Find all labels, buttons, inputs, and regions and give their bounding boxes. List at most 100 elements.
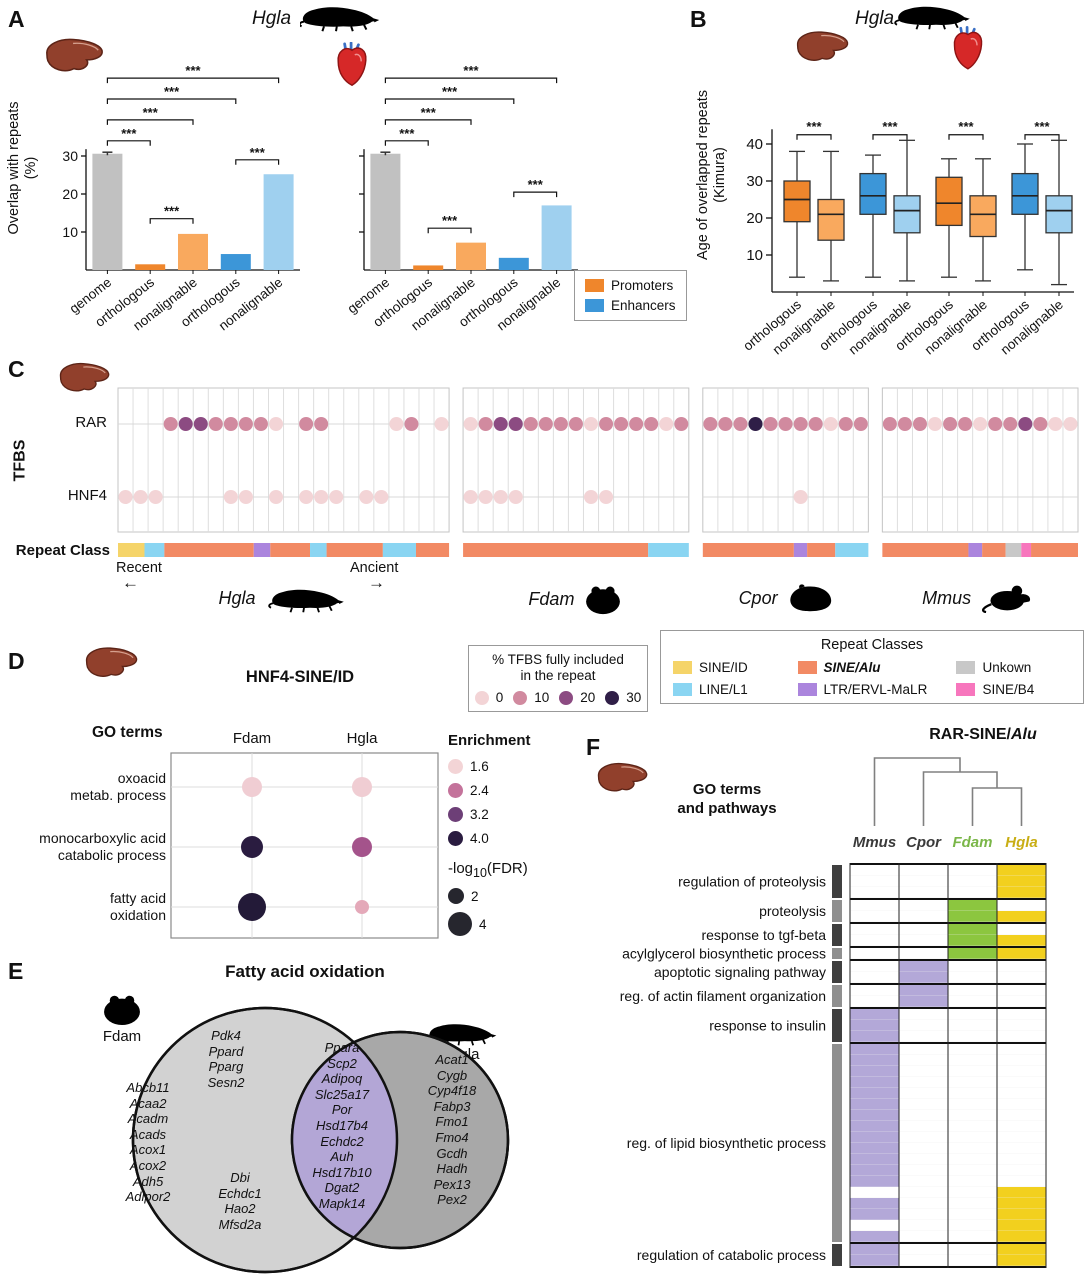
group-annotation-bar <box>832 948 842 959</box>
panel-c-label: C <box>8 356 25 382</box>
panel-f-label: F <box>586 734 601 760</box>
go-dot <box>352 837 372 857</box>
heatmap-cell <box>997 1209 1046 1220</box>
heatmap-cell <box>850 1244 899 1255</box>
heatmap-cell <box>850 1143 899 1154</box>
svg-text:***: *** <box>143 105 159 120</box>
panel-a-legend: Promoters Enhancers <box>574 270 687 321</box>
go-dot <box>352 777 372 797</box>
repeat-segment-SINE/Alu <box>882 543 969 557</box>
tfbs-dots-Hgla <box>118 417 449 504</box>
repeat-segment-LINE/L1 <box>382 543 416 557</box>
species-label-Mmus: Mmus <box>885 583 1075 613</box>
bar-orthologous <box>498 257 529 270</box>
tfbs-legend-item: 10 <box>513 690 549 705</box>
ancient-label: Ancient <box>350 560 399 576</box>
panel-f-title: RAR-SINE/Alu <box>929 726 1037 743</box>
heatmap-cell <box>850 1110 899 1121</box>
heatmap-column-label: Cpor <box>906 834 942 851</box>
heatmap-row-group-label: reg. of actin filament organization <box>620 988 826 1004</box>
repeat-classes-legend: Repeat Classes SINE/ID SINE/Alu Unkown L… <box>660 630 1084 704</box>
mouse-icon <box>980 583 1038 613</box>
enhancers-label: Enhancers <box>611 298 676 313</box>
heatmap-row-group-label: proteolysis <box>759 903 826 919</box>
heatmap-cell <box>948 924 997 935</box>
bar-nonalignable <box>263 174 294 270</box>
dendrogram <box>873 757 1023 826</box>
repeat-segment-SINE/Alu <box>463 543 649 557</box>
promoters-label: Promoters <box>611 278 674 293</box>
tfbs-legend-item: 30 <box>605 690 641 705</box>
gene-list-right: Acat1 Cygb Cyp4f18 Fabp3 Fmo1 Fmo4 Gcdh … <box>427 1052 477 1208</box>
repeat-legend-item: SINE/B4 <box>956 682 1071 697</box>
svg-text:***: *** <box>250 145 266 160</box>
heatmap-column-label: Fdam <box>952 834 992 851</box>
heatmap-cell <box>997 935 1046 946</box>
go-term-row-label: oxoacid metab. process <box>70 770 166 803</box>
box-orthologous <box>783 180 811 223</box>
heart-icon <box>333 42 371 88</box>
panel-e-label: E <box>8 958 24 984</box>
bar-chart-liver: 102030genomeorthologousnonalignableortho… <box>62 63 300 334</box>
tfbs-grid <box>117 387 1079 557</box>
repeat-segment-SINE/B4 <box>1021 543 1032 557</box>
heatmap-cell <box>997 865 1046 876</box>
liver-icon <box>44 34 106 78</box>
go-term-row-label: fatty acid oxidation <box>109 890 166 923</box>
heatmap-row-group-label: regulation of catabolic process <box>637 1247 826 1263</box>
species-label-Hgla: Hgla <box>189 583 379 613</box>
heatmap-cell <box>997 887 1046 898</box>
go-term-row-label: monocarboxylic acid catabolic process <box>39 830 166 863</box>
repeat-legend-title: Repeat Classes <box>820 637 924 653</box>
heatmap-row-group-label: acylglycerol biosynthetic process <box>622 946 826 962</box>
repeat-segment-SINE/Alu <box>415 543 450 557</box>
heatmap-cell <box>850 1132 899 1143</box>
svg-text:***: *** <box>958 119 974 134</box>
repeat-segment-LTR/ERVL-MaLR <box>968 543 983 557</box>
panel-a-title: Hgla <box>252 8 292 29</box>
svg-text:20: 20 <box>746 210 763 227</box>
repeat-legend-item: LINE/L1 <box>673 682 788 697</box>
gene-list-left-top: Pdk4 Ppard Pparg Sesn2 <box>207 1028 245 1090</box>
bar-genome <box>370 153 401 270</box>
heatmap-cell <box>899 972 948 983</box>
arrow-right-icon: → <box>368 573 385 592</box>
heatmap-cell <box>850 1231 899 1242</box>
repeat-segment-SINE/Alu <box>702 543 794 557</box>
group-annotation-bar <box>832 1044 842 1242</box>
arrow-left-icon: ← <box>122 573 139 592</box>
legend-item-enhancers: Enhancers <box>585 298 676 313</box>
group-annotation-bar <box>832 961 842 983</box>
box-nonalignable <box>893 195 921 234</box>
repeat-segment-LINE/L1 <box>144 543 165 557</box>
repeat-segment-SINE/Alu <box>982 543 1006 557</box>
heatmap-cell <box>850 1009 899 1020</box>
svg-text:***: *** <box>442 84 458 99</box>
heatmap-cell <box>899 996 948 1007</box>
panel-a-label: A <box>8 6 25 32</box>
enhancers-swatch <box>585 299 604 312</box>
heatmap-cell <box>997 1220 1046 1231</box>
go-dot <box>355 900 369 914</box>
svg-text:30: 30 <box>62 148 78 164</box>
heatmap-cell <box>997 1231 1046 1242</box>
svg-text:***: *** <box>121 126 137 141</box>
group-annotation-bar <box>832 900 842 922</box>
species-row: Hgla Fdam Cpor Mmus <box>0 583 1084 623</box>
heatmap-cell <box>997 948 1046 959</box>
repeat-segment-SINE/Alu <box>326 543 383 557</box>
bar-nonalignable <box>541 205 572 270</box>
repeat-segment-SINE/Alu <box>807 543 836 557</box>
fdr-item: 2 <box>448 888 558 904</box>
heatmap-cell <box>850 1121 899 1132</box>
box-orthologous <box>935 176 963 227</box>
svg-text:***: *** <box>442 213 458 228</box>
repeat-segment-SINE/Alu <box>270 543 311 557</box>
heatmap-cell <box>850 1055 899 1066</box>
repeat-segment-SINE/Alu <box>1031 543 1078 557</box>
recent-label: Recent <box>116 560 162 576</box>
tfbs-legend-item: 0 <box>474 690 503 705</box>
repeat-segment-SINE/ID <box>118 543 145 557</box>
svg-text:10: 10 <box>62 224 78 240</box>
